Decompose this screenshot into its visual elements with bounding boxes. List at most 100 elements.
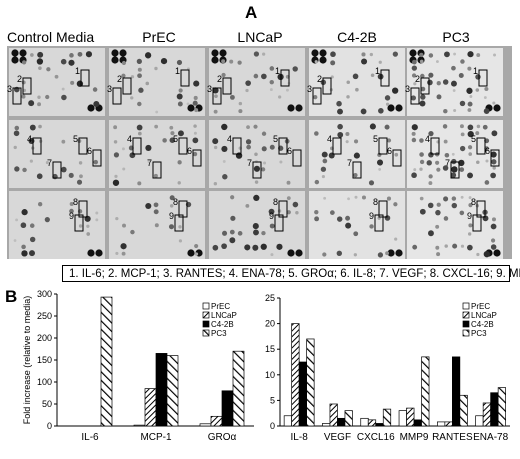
reference-spot <box>211 49 219 57</box>
y-tick-label: 25 <box>265 293 275 303</box>
cytokine-spot <box>277 209 282 213</box>
bar-prec <box>322 423 331 427</box>
cytokine-spot <box>394 152 399 157</box>
cytokine-spot <box>113 140 118 144</box>
cytokine-spot <box>269 88 273 92</box>
spot-highlight-box <box>476 137 486 155</box>
reference-spot <box>493 249 501 257</box>
cytokine-spot <box>92 87 98 92</box>
spot-highlight-box <box>378 137 388 155</box>
cytokine-spot <box>323 196 327 200</box>
cytokine-spot <box>467 232 472 236</box>
cytokine-spot <box>192 151 198 157</box>
cytokine-spot <box>177 130 184 137</box>
cytokine-spot <box>252 223 259 230</box>
spot-highlight-box <box>212 87 222 105</box>
cytokine-spot <box>79 174 83 179</box>
cytokine-spot <box>451 166 458 173</box>
spot-number: 7 <box>445 158 450 168</box>
cytokine-spot <box>253 51 260 57</box>
cytokine-spot <box>29 223 35 228</box>
cytokine-spot <box>322 158 328 164</box>
spot-number: 2 <box>17 74 22 84</box>
cytokine-spot <box>384 215 391 221</box>
cytokine-spot <box>329 210 335 215</box>
cytokine-spot <box>330 51 336 58</box>
cytokine-spot <box>436 94 442 100</box>
array-membrane: 4 56 7 <box>109 120 205 188</box>
cytokine-spot <box>459 145 466 152</box>
cytokine-spot <box>253 229 259 236</box>
cytokine-spot <box>483 96 487 99</box>
cytokine-spot <box>115 251 119 256</box>
spot-number: 1 <box>75 66 80 76</box>
cytokine-spot <box>337 123 343 130</box>
cytokine-spot <box>444 152 450 158</box>
cytokine-spot <box>169 125 174 130</box>
cytokine-spot <box>36 58 44 65</box>
reference-spot <box>493 104 501 112</box>
cytokine-spot <box>428 72 434 78</box>
cytokine-spot <box>37 95 41 99</box>
y-tick-label: 20 <box>265 319 275 329</box>
cytokine-spot <box>467 108 472 112</box>
cytokine-spot <box>176 59 183 66</box>
reference-spot <box>295 104 303 112</box>
cytokine-spot <box>459 124 464 129</box>
y-tick-label: 100 <box>37 377 52 387</box>
cytokine-spot <box>253 73 259 79</box>
category-label: IL-6 <box>81 432 99 443</box>
cytokine-spot <box>336 100 342 107</box>
cytokine-spot <box>412 244 418 250</box>
cytokine-spot <box>460 195 464 199</box>
bar-pc3 <box>497 387 506 427</box>
bar-c42b <box>413 419 422 427</box>
reference-spot <box>395 249 403 257</box>
spot-highlight-box <box>122 77 132 95</box>
cytokine-spot <box>483 251 490 258</box>
cytokine-spot <box>154 124 159 129</box>
cytokine-spot <box>29 236 36 243</box>
cytokine-spot <box>269 79 274 85</box>
cytokine-spot <box>426 160 432 166</box>
cytokine-spot <box>411 131 416 136</box>
spot-highlight-box <box>430 137 440 155</box>
cytokine-spot <box>442 79 449 85</box>
spot-legend: 1. IL-6; 2. MCP-1; 3. RANTES; 4. ENA-78;… <box>62 265 520 282</box>
cytokine-spot <box>345 215 351 221</box>
cytokine-spot <box>70 80 75 85</box>
cytokine-spot <box>443 196 449 202</box>
cytokine-spot <box>230 215 236 221</box>
cytokine-spot <box>122 223 126 228</box>
cytokine-spot <box>260 167 266 172</box>
reference-spot <box>395 104 403 112</box>
cytokine-spot <box>270 253 274 257</box>
cytokine-spot <box>491 217 496 222</box>
array-membrane: 1 23 <box>307 48 405 116</box>
cytokine-spot <box>314 209 319 215</box>
cytokine-spot <box>193 124 197 128</box>
cytokine-spot <box>369 123 376 130</box>
cytokine-spot <box>458 73 464 79</box>
cytokine-spot <box>443 139 448 144</box>
cytokine-spot <box>394 237 398 241</box>
bar-chart-1: 0 50 100 150 200 250 300 Fold increase (relativ… <box>22 289 254 443</box>
cytokine-spot <box>153 209 159 215</box>
cytokine-spot <box>354 195 358 199</box>
cytokine-spot <box>442 165 449 171</box>
y-tick-label: 15 <box>265 344 275 354</box>
spot-number: 6 <box>485 146 490 156</box>
cytokine-spot <box>160 57 168 65</box>
cytokine-spot <box>411 137 417 143</box>
bar-c42b <box>337 417 346 427</box>
cytokine-spot <box>29 159 33 163</box>
array-membrane: 1 23 <box>107 48 205 116</box>
reference-spot <box>387 104 395 112</box>
cytokine-spot <box>320 166 327 172</box>
spot-number: 6 <box>387 146 392 156</box>
cytokine-spot <box>229 59 234 64</box>
cytokine-spot <box>452 89 456 92</box>
cytokine-spot <box>368 180 375 186</box>
cytokine-spot <box>21 80 26 85</box>
